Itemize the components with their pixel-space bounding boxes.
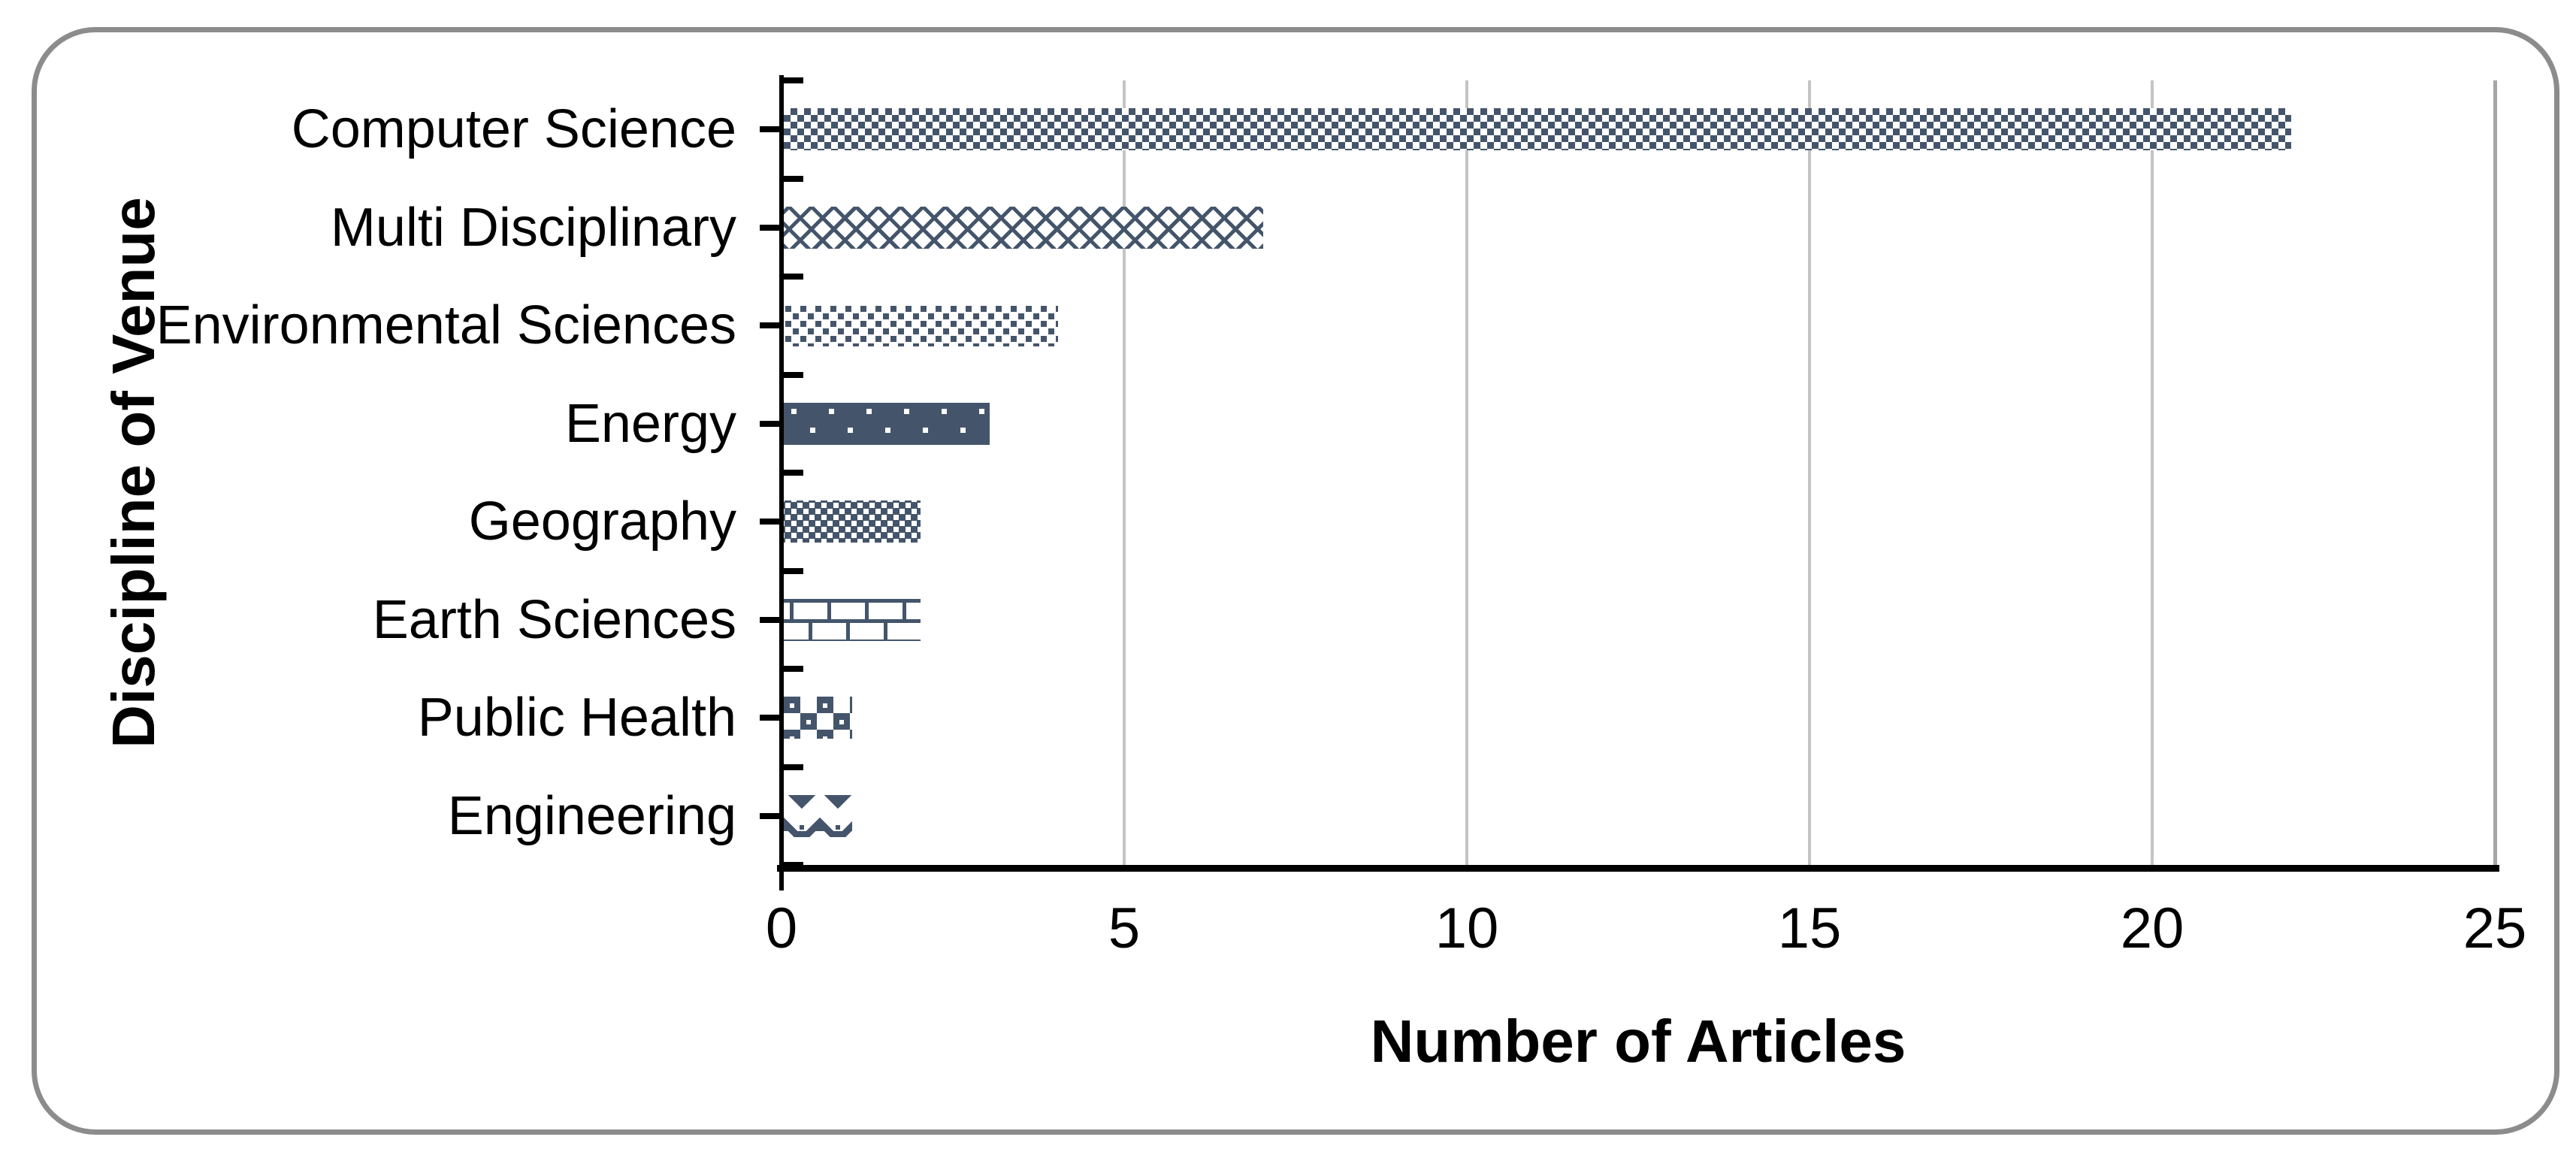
bar-geography	[784, 500, 921, 543]
bar-earth-sciences	[784, 598, 921, 641]
y-axis-line	[779, 75, 784, 890]
y-axis-boundary-tick	[784, 274, 803, 280]
category-label: Energy	[564, 393, 736, 454]
bar-multi-disciplinary	[784, 206, 1263, 249]
gridline	[2151, 80, 2154, 865]
y-axis-center-tick	[760, 715, 779, 721]
bar-public-health	[784, 697, 852, 739]
category-label: Environmental Sciences	[156, 295, 736, 356]
y-axis-center-tick	[760, 224, 779, 231]
gridline	[1465, 80, 1468, 865]
y-axis-boundary-tick	[784, 862, 803, 868]
category-label: Geography	[468, 491, 736, 552]
x-tick-label: 10	[1435, 897, 1499, 960]
x-tick-label: 25	[2463, 897, 2527, 960]
y-axis-boundary-tick	[784, 763, 803, 770]
y-axis-center-tick	[760, 322, 779, 329]
bar-computer-science	[784, 108, 2291, 151]
category-label: Multi Disciplinary	[330, 197, 736, 258]
x-axis-title: Number of Articles	[1370, 1008, 1906, 1075]
y-axis-boundary-tick	[784, 371, 803, 378]
y-axis-center-tick	[760, 126, 779, 133]
x-tick-label: 20	[2120, 897, 2184, 960]
category-label: Computer Science	[291, 99, 736, 160]
x-tick-label: 15	[1777, 897, 1842, 960]
y-axis-center-tick	[760, 616, 779, 623]
y-axis-boundary-tick	[784, 470, 803, 476]
y-axis-center-tick	[760, 519, 779, 525]
y-axis-boundary-tick	[784, 77, 803, 83]
x-axis-line	[777, 865, 2499, 872]
y-axis-boundary-tick	[784, 175, 803, 182]
y-axis-boundary-tick	[784, 567, 803, 574]
category-label: Public Health	[417, 688, 736, 748]
category-label: Engineering	[447, 785, 736, 846]
bar-energy	[784, 402, 990, 445]
bar-engineering	[784, 794, 852, 837]
y-axis-center-tick	[760, 812, 779, 819]
gridline	[1123, 80, 1126, 865]
x-tick-label: 0	[765, 897, 798, 960]
x-tick-label: 5	[1108, 897, 1141, 960]
bar-environmental-sciences	[784, 304, 1058, 347]
y-axis-center-tick	[760, 420, 779, 427]
plot-right-border	[2493, 80, 2497, 865]
gridline	[1808, 80, 1811, 865]
rounded-frame-border	[32, 27, 2559, 1135]
y-axis-boundary-tick	[784, 666, 803, 672]
category-label: Earth Sciences	[372, 589, 736, 650]
